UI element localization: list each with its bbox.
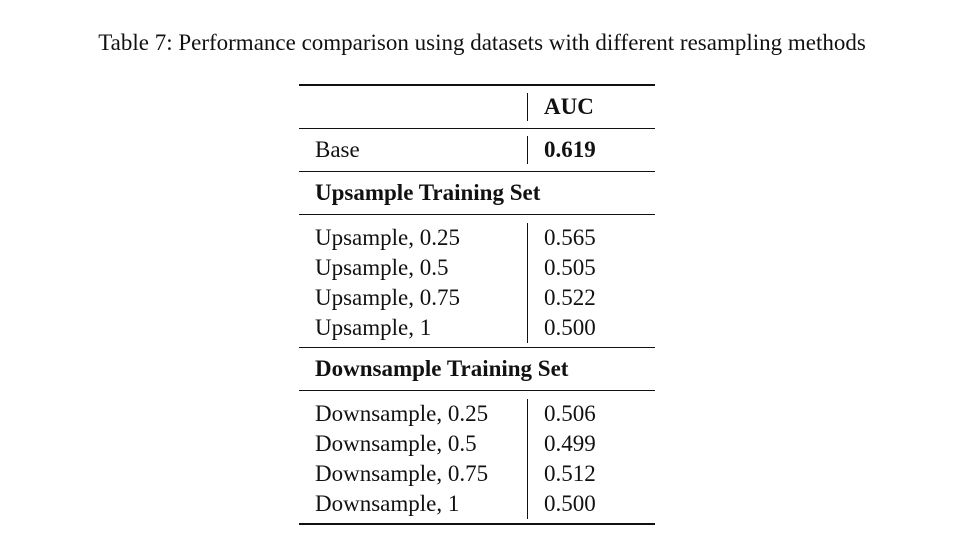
header-rule bbox=[299, 128, 655, 129]
row-label: Upsample, 0.75 bbox=[299, 283, 528, 313]
upsample-group: Upsample, 0.25 0.565 Upsample, 0.5 0.505… bbox=[299, 215, 655, 347]
base-value: 0.619 bbox=[544, 137, 596, 162]
table-row: Downsample, 0.25 0.506 bbox=[299, 399, 655, 429]
top-rule bbox=[299, 84, 655, 86]
base-label: Base bbox=[299, 136, 528, 164]
row-value: 0.500 bbox=[544, 315, 596, 340]
section-rule-downsample bbox=[299, 390, 655, 391]
table-caption: Table 7: Performance comparison using da… bbox=[98, 30, 866, 55]
base-row: Base 0.619 bbox=[299, 129, 655, 171]
table-row: Upsample, 0.75 0.522 bbox=[299, 283, 655, 313]
header-row: AUC bbox=[299, 86, 655, 128]
row-value: 0.500 bbox=[544, 491, 596, 516]
row-label: Downsample, 0.5 bbox=[299, 429, 528, 459]
row-value: 0.512 bbox=[544, 461, 596, 486]
section-end-rule-upsample bbox=[299, 347, 655, 348]
table-row: Downsample, 1 0.500 bbox=[299, 489, 655, 519]
header-auc-cell: AUC bbox=[544, 94, 594, 119]
table-row: Downsample, 0.75 0.512 bbox=[299, 459, 655, 489]
row-label: Upsample, 0.5 bbox=[299, 253, 528, 283]
table-row: Upsample, 0.25 0.565 bbox=[299, 223, 655, 253]
downsample-group: Downsample, 0.25 0.506 Downsample, 0.5 0… bbox=[299, 391, 655, 523]
table-row: Upsample, 1 0.500 bbox=[299, 313, 655, 343]
section-title-upsample: Upsample Training Set bbox=[315, 180, 541, 205]
header-method-cell bbox=[299, 93, 528, 121]
row-label: Downsample, 0.75 bbox=[299, 459, 528, 489]
table-row: Upsample, 0.5 0.505 bbox=[299, 253, 655, 283]
row-value: 0.505 bbox=[544, 255, 596, 280]
results-table: AUC Base 0.619 Upsample Training Set Ups… bbox=[299, 84, 655, 525]
row-value: 0.565 bbox=[544, 225, 596, 250]
bottom-rule bbox=[299, 523, 655, 525]
section-rule-upsample bbox=[299, 214, 655, 215]
row-value: 0.506 bbox=[544, 401, 596, 426]
row-label: Upsample, 1 bbox=[299, 313, 528, 343]
base-rule bbox=[299, 171, 655, 172]
row-label: Downsample, 0.25 bbox=[299, 399, 528, 429]
row-value: 0.522 bbox=[544, 285, 596, 310]
row-label: Upsample, 0.25 bbox=[299, 223, 528, 253]
table-row: Downsample, 0.5 0.499 bbox=[299, 429, 655, 459]
row-value: 0.499 bbox=[544, 431, 596, 456]
section-title-downsample: Downsample Training Set bbox=[315, 356, 569, 381]
row-label: Downsample, 1 bbox=[299, 489, 528, 519]
